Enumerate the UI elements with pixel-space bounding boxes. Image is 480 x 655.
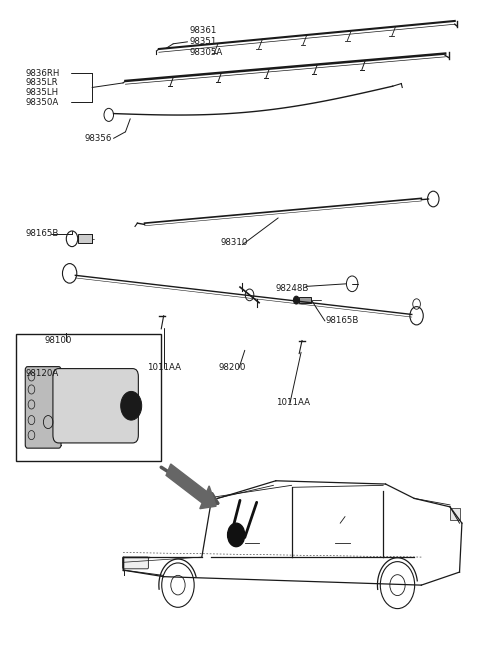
Text: 1011AA: 1011AA xyxy=(276,398,310,407)
Circle shape xyxy=(293,296,299,304)
Text: 9835LH: 9835LH xyxy=(25,88,59,97)
FancyBboxPatch shape xyxy=(122,557,148,569)
FancyBboxPatch shape xyxy=(25,367,61,448)
Text: 98350A: 98350A xyxy=(25,98,59,107)
Text: 98361: 98361 xyxy=(190,26,217,35)
Text: 98356: 98356 xyxy=(85,134,112,143)
FancyArrow shape xyxy=(166,464,216,509)
FancyBboxPatch shape xyxy=(53,369,138,443)
Circle shape xyxy=(228,523,245,547)
Text: 98120A: 98120A xyxy=(25,369,59,378)
Bar xyxy=(450,508,459,520)
Bar xyxy=(16,334,161,461)
Text: 98310: 98310 xyxy=(221,238,248,247)
Text: 9836RH: 9836RH xyxy=(25,69,60,78)
Text: 98305A: 98305A xyxy=(190,48,223,58)
Text: 98165B: 98165B xyxy=(326,316,359,326)
Text: 1011AA: 1011AA xyxy=(147,364,181,373)
Text: 98248B: 98248B xyxy=(276,284,309,293)
Text: 98165B: 98165B xyxy=(25,229,59,238)
Bar xyxy=(78,234,92,244)
Text: 9835LR: 9835LR xyxy=(25,79,58,87)
Text: 98351: 98351 xyxy=(190,37,217,47)
Text: 98200: 98200 xyxy=(218,364,246,373)
Bar xyxy=(299,297,311,303)
Text: 98100: 98100 xyxy=(44,336,72,345)
Circle shape xyxy=(120,392,142,420)
